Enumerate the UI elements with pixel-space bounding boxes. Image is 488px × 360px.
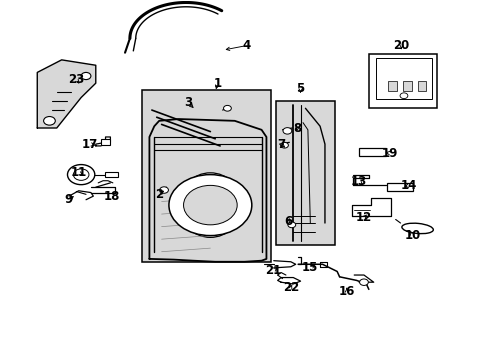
Text: 18: 18 — [103, 190, 120, 203]
Polygon shape — [37, 60, 96, 128]
Bar — [386, 183, 412, 192]
Ellipse shape — [178, 173, 242, 237]
Text: 22: 22 — [282, 281, 298, 294]
Text: 7: 7 — [276, 138, 285, 150]
Circle shape — [168, 175, 251, 235]
Circle shape — [223, 105, 231, 111]
Bar — [387, 81, 396, 91]
Circle shape — [359, 279, 367, 285]
Text: 23: 23 — [68, 73, 84, 86]
Text: 19: 19 — [381, 147, 397, 159]
Bar — [402, 81, 411, 91]
Circle shape — [183, 185, 237, 225]
Text: 21: 21 — [264, 264, 280, 277]
Bar — [375, 58, 431, 99]
Circle shape — [287, 222, 295, 228]
Bar — [104, 172, 118, 177]
Text: 16: 16 — [338, 285, 354, 298]
Circle shape — [283, 128, 291, 134]
Text: 6: 6 — [284, 215, 292, 228]
Text: 10: 10 — [404, 229, 420, 242]
Bar — [276, 101, 334, 244]
Text: 14: 14 — [400, 179, 417, 192]
Circle shape — [81, 72, 91, 80]
Bar — [142, 90, 271, 262]
Text: 17: 17 — [81, 138, 98, 150]
Bar — [358, 148, 385, 156]
Text: 5: 5 — [296, 82, 304, 95]
Circle shape — [43, 117, 55, 125]
Ellipse shape — [401, 223, 432, 234]
Bar — [417, 81, 426, 91]
Text: 3: 3 — [184, 96, 192, 109]
Text: 9: 9 — [65, 193, 73, 206]
Circle shape — [159, 187, 168, 193]
Text: 8: 8 — [292, 122, 301, 135]
Circle shape — [399, 93, 407, 99]
Text: 2: 2 — [155, 188, 163, 201]
Bar — [101, 139, 110, 145]
Text: 13: 13 — [350, 175, 366, 188]
Text: 4: 4 — [243, 39, 250, 52]
Ellipse shape — [190, 184, 229, 226]
Circle shape — [280, 142, 288, 148]
Text: 20: 20 — [392, 39, 409, 52]
Text: 12: 12 — [355, 211, 371, 224]
Text: 11: 11 — [70, 166, 87, 179]
Circle shape — [73, 169, 89, 180]
Circle shape — [67, 165, 95, 185]
Bar — [368, 54, 436, 108]
Text: 15: 15 — [302, 261, 318, 274]
Text: 1: 1 — [213, 77, 221, 90]
